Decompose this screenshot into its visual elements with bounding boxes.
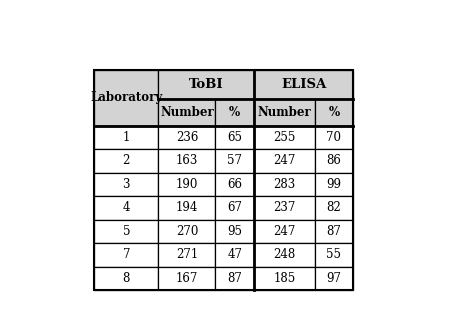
Text: 97: 97 xyxy=(326,272,341,285)
Bar xyxy=(94,149,158,173)
Text: 163: 163 xyxy=(176,154,198,168)
Text: ToBI: ToBI xyxy=(189,78,224,91)
Bar xyxy=(158,243,215,267)
Bar xyxy=(94,173,158,196)
Bar xyxy=(215,173,254,196)
Bar xyxy=(94,267,158,290)
Text: 7: 7 xyxy=(123,248,130,261)
Text: 283: 283 xyxy=(273,178,295,191)
Text: 247: 247 xyxy=(273,225,295,238)
Bar xyxy=(215,196,254,220)
Bar xyxy=(158,99,215,126)
Bar xyxy=(315,126,353,149)
Bar xyxy=(254,267,315,290)
Bar xyxy=(215,149,254,173)
Bar xyxy=(158,173,215,196)
Text: 248: 248 xyxy=(273,248,295,261)
Text: 236: 236 xyxy=(176,131,198,144)
Text: 194: 194 xyxy=(176,201,198,215)
Bar xyxy=(315,267,353,290)
Text: 5: 5 xyxy=(123,225,130,238)
Bar xyxy=(158,126,215,149)
Bar xyxy=(315,243,353,267)
Bar xyxy=(254,70,353,99)
Bar xyxy=(254,243,315,267)
Text: Number: Number xyxy=(257,106,311,119)
Text: 66: 66 xyxy=(227,178,242,191)
Bar xyxy=(254,196,315,220)
Bar xyxy=(94,70,353,290)
Text: 87: 87 xyxy=(227,272,242,285)
Bar xyxy=(94,196,158,220)
Text: 8: 8 xyxy=(123,272,130,285)
Text: 47: 47 xyxy=(227,248,242,261)
Text: 70: 70 xyxy=(326,131,341,144)
Bar xyxy=(158,267,215,290)
Text: ELISA: ELISA xyxy=(281,78,326,91)
Text: 247: 247 xyxy=(273,154,295,168)
Text: 87: 87 xyxy=(327,225,341,238)
Text: Laboratory: Laboratory xyxy=(90,91,163,104)
Text: 270: 270 xyxy=(176,225,198,238)
Text: 65: 65 xyxy=(227,131,242,144)
Text: 237: 237 xyxy=(273,201,295,215)
Text: 99: 99 xyxy=(326,178,341,191)
Text: 1: 1 xyxy=(123,131,130,144)
Bar xyxy=(158,196,215,220)
Text: 4: 4 xyxy=(123,201,130,215)
Text: %: % xyxy=(328,106,339,119)
Text: 67: 67 xyxy=(227,201,242,215)
Bar xyxy=(94,70,158,126)
Bar xyxy=(315,220,353,243)
Bar xyxy=(254,149,315,173)
Text: 86: 86 xyxy=(327,154,341,168)
Text: 95: 95 xyxy=(227,225,242,238)
Bar xyxy=(158,220,215,243)
Bar xyxy=(94,126,158,149)
Bar xyxy=(215,267,254,290)
Text: 185: 185 xyxy=(273,272,295,285)
Bar xyxy=(215,220,254,243)
Text: 190: 190 xyxy=(176,178,198,191)
Text: 55: 55 xyxy=(326,248,341,261)
Text: 3: 3 xyxy=(123,178,130,191)
Text: %: % xyxy=(229,106,240,119)
Text: Number: Number xyxy=(160,106,214,119)
Text: 82: 82 xyxy=(327,201,341,215)
Bar xyxy=(254,173,315,196)
Bar xyxy=(94,243,158,267)
Text: 2: 2 xyxy=(123,154,130,168)
Bar xyxy=(315,99,353,126)
Bar xyxy=(215,99,254,126)
Text: 271: 271 xyxy=(176,248,198,261)
Bar xyxy=(215,243,254,267)
Bar xyxy=(254,99,315,126)
Bar xyxy=(254,126,315,149)
Text: 255: 255 xyxy=(273,131,295,144)
Bar xyxy=(315,196,353,220)
Bar xyxy=(254,220,315,243)
Bar xyxy=(315,149,353,173)
Text: 57: 57 xyxy=(227,154,242,168)
Bar xyxy=(315,173,353,196)
Bar xyxy=(158,149,215,173)
Bar xyxy=(215,126,254,149)
Bar xyxy=(158,70,254,99)
Bar xyxy=(94,220,158,243)
Text: 167: 167 xyxy=(176,272,198,285)
